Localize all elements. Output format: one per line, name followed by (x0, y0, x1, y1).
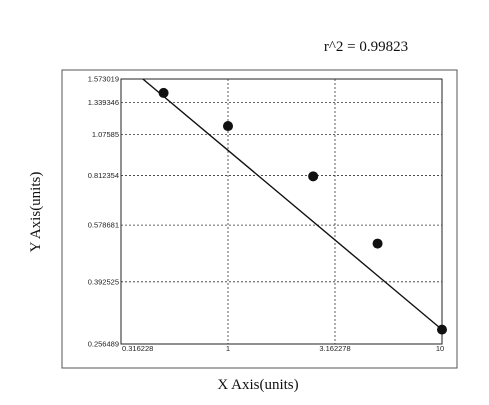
data-point (372, 238, 383, 249)
y-tick-label: 0.812354 (88, 171, 119, 180)
data-point (437, 324, 447, 335)
x-tick-labels: 0.316228 1 3.162278 10 (122, 344, 444, 353)
r-squared-annotation: r^2 = 0.99823 (324, 39, 408, 55)
x-tick-label: 10 (436, 344, 444, 353)
data-point (222, 121, 233, 132)
y-tick-labels: 0.256489 0.392525 0.578681 0.812354 1.07585 1… (88, 75, 119, 349)
x-axis-title: X Axis(units) (217, 377, 298, 393)
y-tick-label: 1.07585 (92, 130, 119, 139)
data-point (308, 171, 319, 182)
x-tick-label: 0.316228 (122, 344, 153, 353)
x-tick-label: 3.162278 (319, 344, 350, 353)
y-tick-label: 0.256489 (88, 340, 119, 349)
plot-area (120, 78, 443, 345)
grid (121, 79, 442, 344)
chart-frame (61, 69, 458, 369)
y-tick-label: 0.392525 (88, 277, 119, 286)
y-axis-title: Y Axis(units) (28, 172, 44, 253)
fit-line (142, 78, 443, 331)
y-tick-label: 1.573019 (88, 75, 119, 84)
data-series (142, 78, 447, 335)
y-tick-label: 1.339346 (88, 98, 119, 107)
x-tick-label: 1 (226, 344, 230, 353)
data-point (158, 87, 169, 98)
y-tick-label: 0.578681 (88, 221, 119, 230)
